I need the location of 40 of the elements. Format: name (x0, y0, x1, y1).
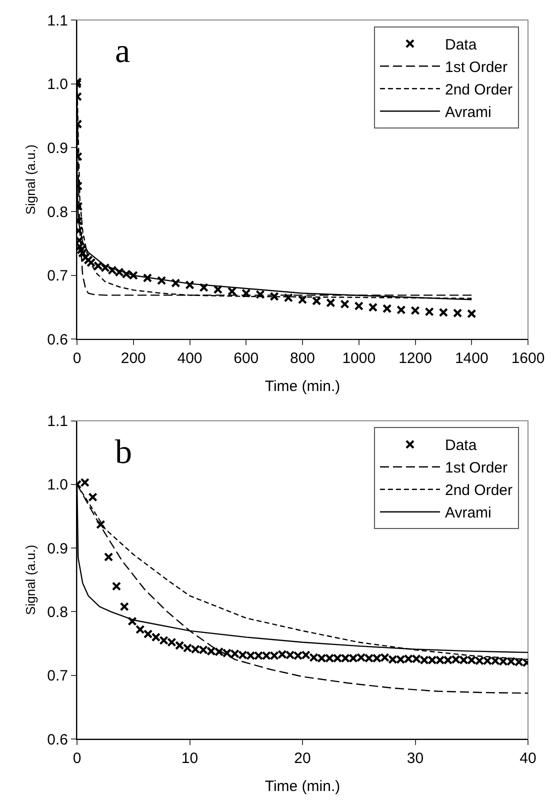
x-tick-label: 1000 (342, 350, 376, 368)
legend-label: 1st Order (444, 58, 508, 76)
x-tick-label: 1400 (454, 350, 488, 368)
y-tick-label: 1.1 (47, 12, 68, 30)
y-tick-label: 0.6 (47, 331, 68, 348)
y-tick-label: 0.9 (47, 140, 68, 157)
y-tick-label: 1.0 (47, 76, 68, 94)
x-tick-label: 10 (181, 750, 198, 768)
y-tick-label: 0.9 (47, 540, 68, 558)
y-tick-label: 0.8 (47, 604, 68, 621)
x-axis-title: Time (min.) (264, 378, 340, 396)
y-tick-label: 0.8 (47, 204, 68, 221)
annotation: a (115, 33, 130, 70)
legend-label: Data (444, 437, 478, 454)
x-tick-label: 800 (290, 350, 316, 368)
x-tick-label: 0 (72, 750, 82, 768)
y-axis-title: Signal (a.u.) (23, 144, 38, 215)
legend-label: Data (444, 36, 478, 54)
annotation: b (115, 434, 132, 471)
legend-label: 2nd Order (444, 81, 513, 98)
y-tick-label: 0.7 (47, 668, 68, 685)
x-tick-label: 200 (120, 350, 146, 368)
x-tick-label: 30 (406, 750, 424, 768)
x-tick-label: 40 (520, 750, 536, 768)
x-tick-label: 20 (294, 750, 311, 768)
legend-label: Avrami (444, 104, 492, 121)
y-tick-label: 1.1 (47, 413, 68, 430)
x-axis-title: Time (min.) (264, 778, 340, 796)
y-tick-label: 1.0 (47, 476, 68, 494)
x-tick-label: 0 (72, 350, 82, 368)
legend-label: 1st Order (444, 460, 508, 477)
x-tick-label: 400 (177, 350, 202, 368)
x-tick-label: 1200 (398, 350, 432, 368)
y-tick-label: 0.7 (47, 268, 68, 285)
y-tick-label: 0.6 (47, 731, 68, 748)
legend-label: 2nd Order (444, 482, 513, 500)
y-axis-title: Signal (a.u.) (23, 544, 38, 615)
x-tick-label: 1600 (511, 350, 545, 368)
legend-label: Avrami (444, 504, 492, 522)
x-tick-label: 600 (234, 350, 259, 368)
